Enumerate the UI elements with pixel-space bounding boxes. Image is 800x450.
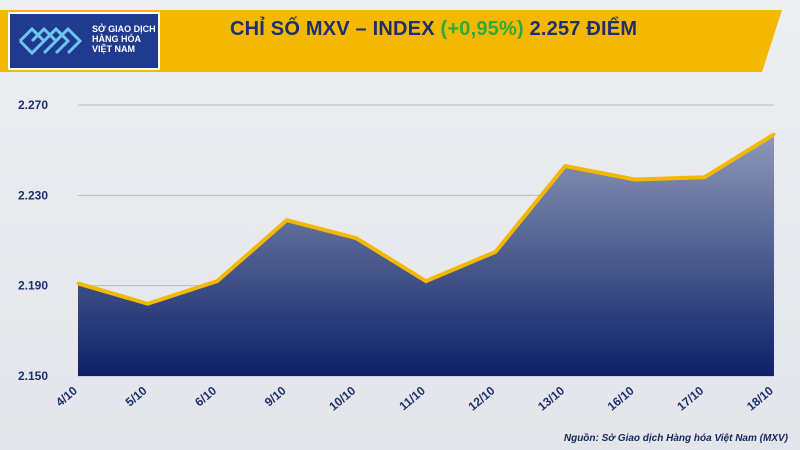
area-fill xyxy=(78,134,774,376)
page-title: CHỈ SỐ MXV – INDEX (+0,95%) 2.257 ĐIỂM xyxy=(230,18,637,41)
x-axis: 4/10 5/10 6/10 9/10 10/10 11/10 12/10 13/10 16/1… xyxy=(53,383,776,413)
x-tick-label: 6/10 xyxy=(192,383,219,409)
x-tick-label: 13/10 xyxy=(535,383,567,413)
data-point xyxy=(702,175,706,179)
data-point xyxy=(772,132,776,136)
title-prefix: CHỈ SỐ MXV – INDEX xyxy=(230,18,441,40)
chart-area: 2.150 2.190 2.230 2.270 4/10 5/10 6/10 9/10 10/… xyxy=(18,98,776,414)
y-axis: 2.150 2.190 2.230 2.270 xyxy=(18,98,48,383)
y-tick-label: 2.150 xyxy=(18,369,48,383)
x-tick-label: 18/10 xyxy=(744,383,776,413)
x-tick-label: 12/10 xyxy=(466,383,498,413)
data-point xyxy=(633,178,637,182)
data-point xyxy=(354,236,358,240)
data-point xyxy=(146,302,150,306)
logo-text: SỞ GIAO DỊCH HÀNG HÓA VIỆT NAM xyxy=(92,24,156,54)
source-note: Nguồn: Sở Giao dịch Hàng hóa Việt Nam (M… xyxy=(563,433,788,444)
data-point xyxy=(215,279,219,283)
header-banner xyxy=(0,10,782,72)
x-tick-label: 11/10 xyxy=(396,383,428,413)
banner-shape xyxy=(0,10,782,72)
title-change: (+0,95%) xyxy=(440,18,524,40)
title-suffix: 2.257 ĐIỂM xyxy=(523,18,638,40)
logo-mark-icon xyxy=(18,26,83,56)
x-tick-label: 5/10 xyxy=(123,383,150,409)
data-point xyxy=(494,250,498,254)
y-tick-label: 2.190 xyxy=(18,279,48,293)
x-tick-label: 10/10 xyxy=(326,383,358,413)
x-tick-label: 9/10 xyxy=(262,383,289,409)
data-point xyxy=(76,281,80,285)
y-tick-label: 2.270 xyxy=(18,98,48,112)
data-point xyxy=(563,164,567,168)
data-point xyxy=(285,218,289,222)
x-tick-label: 4/10 xyxy=(53,383,80,409)
mxv-logo: SỞ GIAO DỊCH HÀNG HÓA VIỆT NAM xyxy=(8,12,160,70)
data-point xyxy=(424,279,428,283)
y-tick-label: 2.230 xyxy=(18,188,48,202)
x-tick-label: 16/10 xyxy=(605,383,637,413)
x-tick-label: 17/10 xyxy=(674,383,706,413)
data-points xyxy=(76,132,776,306)
